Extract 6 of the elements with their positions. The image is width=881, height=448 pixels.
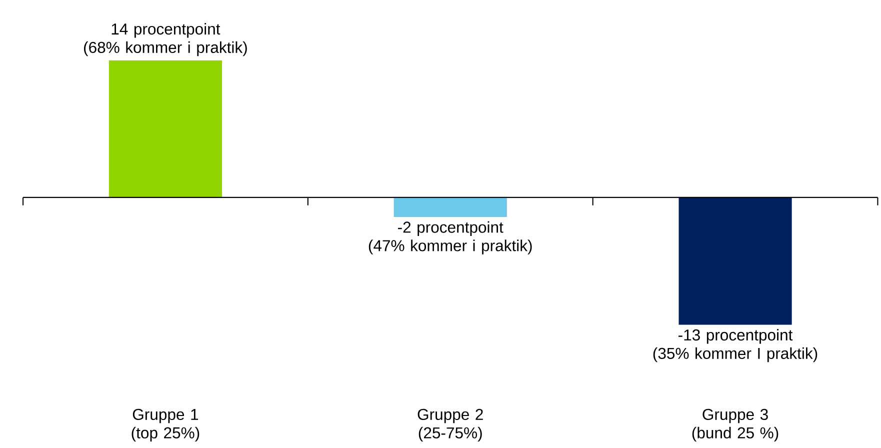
data-label: 14 procentpoint (68% kommer i praktik)	[84, 22, 247, 56]
x-tick-label: Gruppe 1 (top 25%)	[132, 408, 200, 442]
data-label: -2 procentpoint (47% kommer i praktik)	[368, 221, 532, 254]
x-tick-label: Gruppe 2 (25-75%)	[418, 408, 483, 442]
data-label: -13 procentpoint (35% kommer I praktik)	[653, 328, 818, 362]
x-tick-label: Gruppe 3 (bund 25 %)	[692, 408, 778, 442]
